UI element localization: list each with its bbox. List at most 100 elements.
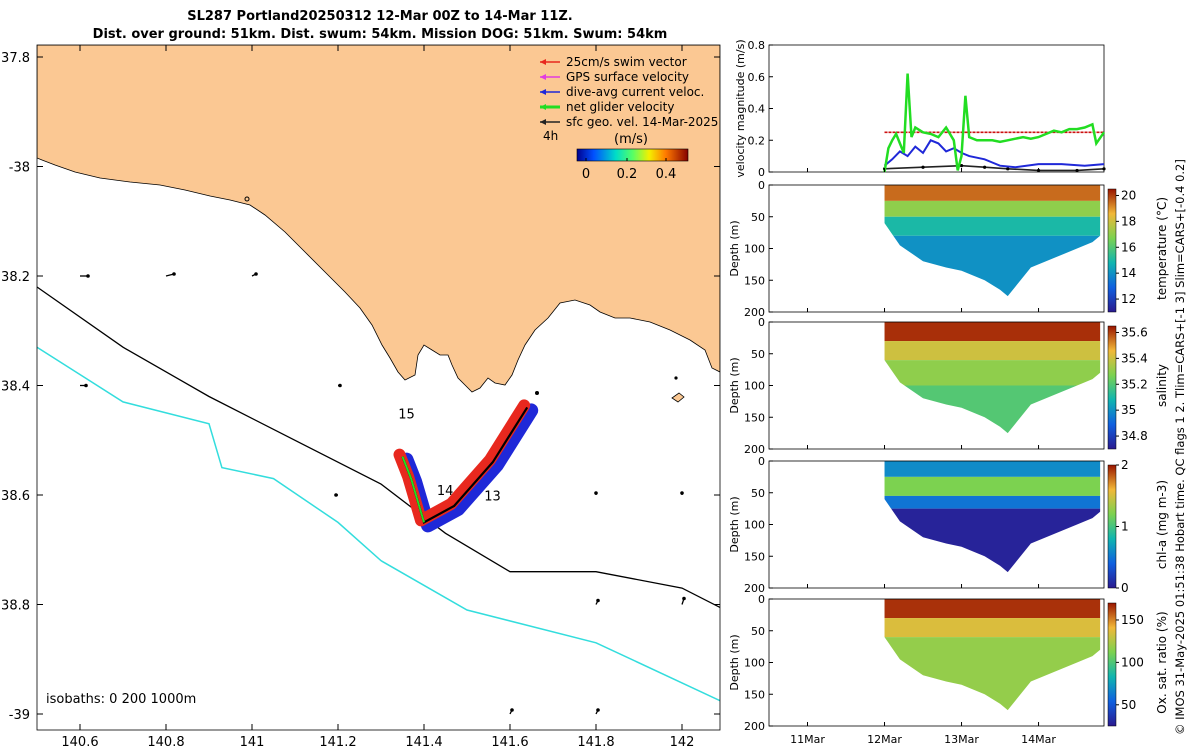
- sfc-velocity-arrow-head: [334, 493, 338, 497]
- depth-tick-label: 0: [758, 179, 765, 192]
- velocity-series-line: [884, 164, 1105, 172]
- profile-layers: [884, 322, 1101, 434]
- cbar-tick-label: 50: [1121, 698, 1136, 712]
- map-y-tick-label: 38.2: [1, 270, 30, 285]
- profile-layer-band: [884, 508, 1101, 573]
- velocity-y-tick-label: 0: [758, 166, 765, 179]
- cbar-tick-label: 35: [1121, 403, 1136, 417]
- isobaths-label: isobaths: 0 200 1000m: [46, 692, 196, 707]
- sfc-velocity-arrow-head: [596, 708, 600, 712]
- time-tick-label: 11Mar: [790, 733, 825, 746]
- sfc-velocity-arrow-head: [682, 596, 686, 601]
- depth-ylabel: Depth (m): [728, 634, 741, 690]
- velocity-ylabel: velocity magnitude (m/s): [734, 39, 747, 177]
- sfc-geo-velocity-point: [1006, 167, 1010, 171]
- cbar-tick-label: 2: [1121, 458, 1129, 472]
- map-x-tick-label: 141.2: [319, 735, 356, 750]
- cbar-label: temperature (°C): [1155, 197, 1169, 300]
- profile-layers: [884, 599, 1101, 711]
- cbar-tick-label: 12: [1121, 292, 1136, 306]
- sfc-velocity-arrow-head: [338, 383, 342, 388]
- depth-tick-label: 100: [744, 243, 765, 256]
- net-glider-velocity-track: [401, 456, 425, 523]
- island: [535, 391, 539, 395]
- depth-ylabel: Depth (m): [728, 357, 741, 413]
- profile-colorbar: [1107, 188, 1117, 313]
- velocity-series-line: [883, 139, 1105, 169]
- cbar-tick-label: 20: [1121, 188, 1136, 202]
- legend-label: 25cm/s swim vector: [566, 55, 687, 69]
- depth-tick-label: 200: [744, 582, 765, 595]
- profile-layer-band: [884, 385, 1101, 434]
- legend-arrowhead: [540, 59, 546, 65]
- profile-layer-band: [884, 476, 1101, 496]
- map-y-tick-label: 37.8: [1, 51, 30, 66]
- profile-layer-band: [884, 185, 1101, 201]
- profile-layer-band: [884, 200, 1101, 217]
- profile-colorbar: [1107, 464, 1117, 589]
- velocity-y-tick-label: 0.4: [748, 103, 766, 116]
- colorbar-tick-label: 0.2: [617, 167, 638, 182]
- sfc-velocity-arrow-head: [86, 274, 90, 278]
- profile-layer-band: [884, 637, 1101, 711]
- sfc-geo-velocity-point: [1102, 167, 1106, 171]
- profile-layer-band: [884, 618, 1101, 638]
- legend-label: sfc geo. vel. 14-Mar-2025: [566, 115, 718, 129]
- depth-tick-label: 150: [744, 274, 765, 287]
- profile-layer-band: [884, 599, 1101, 619]
- profile-layer-band: [884, 235, 1101, 297]
- isobath-1000m: [37, 346, 720, 702]
- sfc-velocity-arrow-head: [596, 598, 600, 603]
- velocity-series-line: [883, 73, 1106, 173]
- time-scale-label: 4h: [543, 129, 558, 143]
- depth-tick-label: 0: [758, 593, 765, 606]
- depth-tick-label: 200: [744, 720, 765, 733]
- cbar-tick-label: 16: [1121, 240, 1136, 254]
- figure-subtitle: Dist. over ground: 51km. Dist. swum: 54k…: [92, 27, 668, 42]
- profile-panel: 0 50 100 150 200 Depth (m) 12 14 16 18 20 temperatu…: [728, 179, 1169, 319]
- legend-label: dive-avg current veloc.: [566, 85, 704, 99]
- profile-layer-band: [884, 495, 1101, 509]
- map-x-tick-label: 141.4: [405, 735, 442, 750]
- map-y-tick-label: 38.6: [1, 489, 30, 504]
- colorbar-tick-label: 0: [582, 167, 590, 182]
- depth-tick-label: 50: [751, 211, 765, 224]
- cbar-tick-label: 34.8: [1121, 429, 1148, 443]
- map-x-tick-label: 141.6: [491, 735, 528, 750]
- day-marker-label: 14: [437, 484, 454, 499]
- sfc-velocity-arrow-head: [594, 491, 598, 495]
- land: [37, 45, 720, 393]
- time-tick-label: 12Mar: [867, 733, 902, 746]
- legend-arrowhead: [540, 89, 546, 95]
- profile-layer-band: [884, 461, 1101, 477]
- depth-tick-label: 100: [744, 657, 765, 670]
- profile-colorbar: [1107, 602, 1117, 727]
- profile-layer-band: [884, 341, 1101, 361]
- cbar-label: salinity: [1155, 364, 1169, 407]
- island: [671, 392, 685, 403]
- speed-colorbar: [576, 148, 689, 162]
- day-marker-label: 13: [484, 489, 501, 504]
- legend-arrowhead: [540, 74, 546, 80]
- depth-tick-label: 150: [744, 688, 765, 701]
- island: [244, 196, 250, 202]
- velocity-y-tick-label: 0.2: [748, 134, 766, 147]
- depth-tick-label: 0: [758, 455, 765, 468]
- velocity-axes: [768, 44, 1105, 173]
- time-axis: 11Mar 12Mar 13Mar 14Mar: [790, 168, 1056, 746]
- depth-tick-label: 0: [758, 316, 765, 329]
- depth-tick-label: 100: [744, 380, 765, 393]
- profile-panel: 0 50 100 150 200 Depth (m) 0 1 2 chl-a (mg m-3): [728, 455, 1169, 595]
- sfc-velocity-arrow-head: [172, 272, 176, 276]
- velocity-y-tick-label: 0.8: [748, 39, 766, 52]
- profile-layer-band: [884, 216, 1101, 236]
- map-y-tick-label: 38.4: [1, 380, 30, 395]
- legend-arrowhead: [540, 119, 546, 125]
- colorbar-title: (m/s): [614, 132, 648, 147]
- sfc-velocity-arrow-head: [254, 272, 258, 276]
- time-tick-label: 14Mar: [1021, 733, 1056, 746]
- cbar-tick-label: 0: [1121, 581, 1129, 595]
- profile-layer-band: [884, 322, 1101, 342]
- cbar-label: chl-a (mg m-3): [1155, 480, 1169, 569]
